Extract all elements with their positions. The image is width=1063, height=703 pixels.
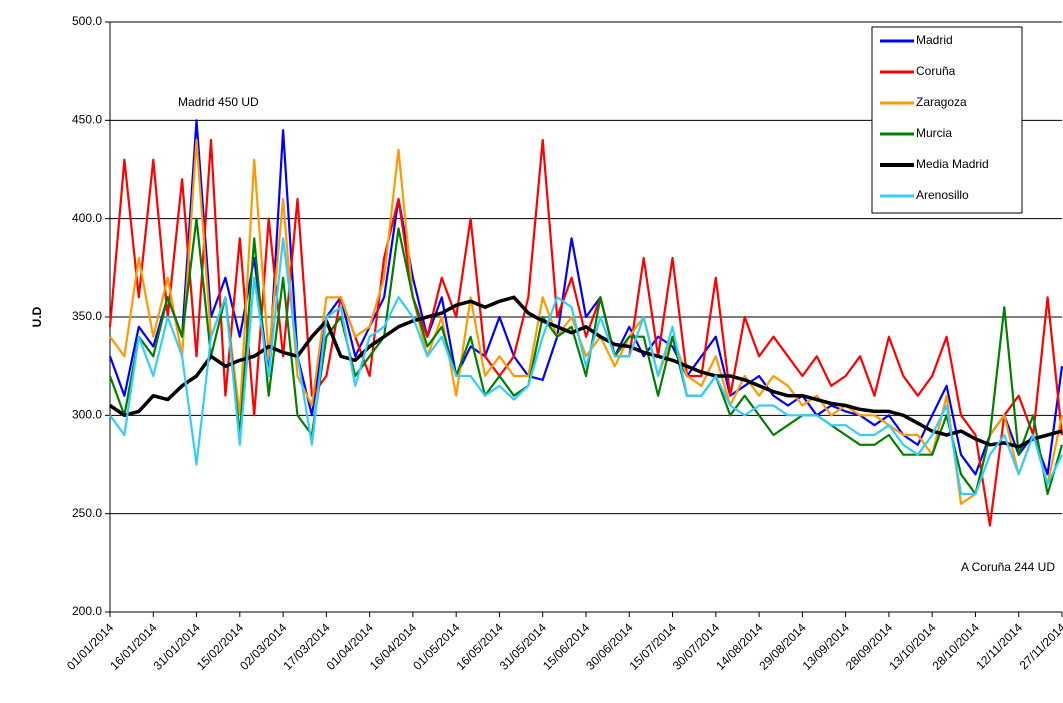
legend-label: Zaragoza [916,95,967,109]
legend-label: Coruña [916,64,956,78]
series-line [109,295,1063,449]
y-axis-label: U.D [30,306,44,327]
annotation: A Coruña 244 UD [961,560,1055,574]
series-line [109,138,1063,505]
legend-box [871,26,1023,214]
series-line [108,138,1063,527]
y-tick-label: 400.0 [72,211,102,225]
y-tick-label: 500.0 [72,14,102,28]
y-tick-label: 350.0 [72,309,102,323]
legend-label: Arenosillo [916,188,969,202]
x-tick-label: 28/10/2014 [929,620,982,673]
x-tick-label: 27/11/2014 [1017,620,1063,672]
legend: Madrid Coruña Zaragoza Murcia Media Madrid Ar… [871,26,1023,214]
legend-label: Madrid [916,33,953,47]
legend-label: Media Madrid [916,157,989,171]
y-tick-label: 300.0 [72,408,102,422]
series-line [109,237,1063,496]
y-tick-label: 250.0 [72,506,102,520]
y-tick-label: 450.0 [72,113,102,127]
series-line [108,217,1063,496]
y-tick-label: 200.0 [72,604,102,618]
annotation: Madrid 450 UD [178,95,259,109]
legend-label: Murcia [916,126,952,140]
